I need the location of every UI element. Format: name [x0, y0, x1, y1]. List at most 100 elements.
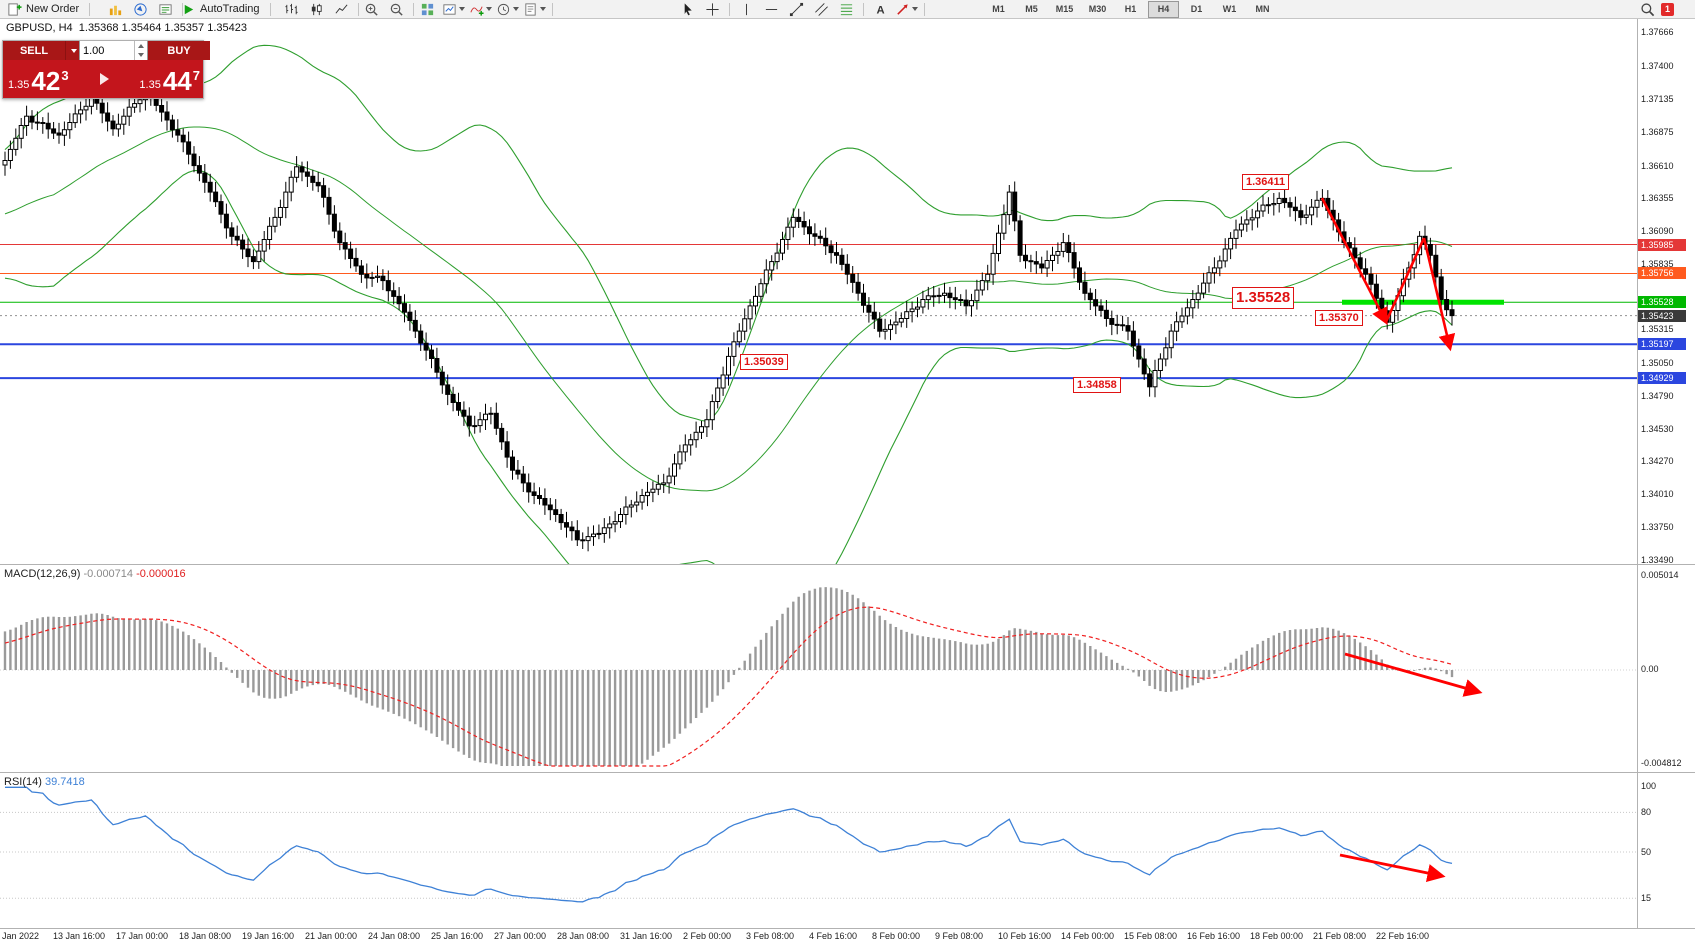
price-axis-label: 1.37400	[1641, 61, 1674, 71]
vertical-line-button[interactable]	[735, 0, 758, 18]
vertical-line-icon	[746, 3, 747, 15]
crosshair-button[interactable]	[701, 0, 724, 18]
terminal-button[interactable]	[154, 0, 177, 18]
periods-button[interactable]	[495, 0, 520, 18]
tile-windows-button[interactable]	[416, 0, 439, 18]
price-annotation: 1.34858	[1073, 377, 1121, 394]
line-chart-button[interactable]	[330, 0, 353, 18]
macd-main-value: -0.000714	[83, 568, 134, 580]
buy-price[interactable]: 1.35 44 7	[103, 60, 203, 98]
rsi-name: RSI(14)	[4, 776, 42, 788]
macd-scale-top: 0.005014	[1641, 570, 1679, 580]
rsi-scale-100: 100	[1641, 781, 1657, 791]
horizontal-line-button[interactable]	[760, 0, 783, 18]
navigator-button[interactable]	[129, 0, 152, 18]
search-button[interactable]	[1636, 0, 1659, 18]
timeframe-D1[interactable]: D1	[1190, 4, 1203, 14]
volume-up-button[interactable]	[135, 41, 147, 51]
price-axis-label: 1.34010	[1641, 489, 1674, 499]
zoom-out-button[interactable]	[385, 0, 408, 18]
buy-price-sup: 7	[192, 68, 200, 83]
sell-button[interactable]: SELL	[3, 41, 65, 60]
time-axis-label: 19 Jan 16:00	[242, 931, 295, 941]
cursor-button[interactable]	[676, 0, 699, 18]
panel-separator[interactable]	[0, 564, 1695, 565]
navigator-icon	[134, 2, 147, 16]
timeframe-H4[interactable]: H4	[1148, 0, 1179, 18]
toolbar-separator	[413, 2, 414, 16]
price-axis-label: 1.35050	[1641, 358, 1674, 368]
candlestick-chart-button[interactable]	[305, 0, 328, 18]
text-tool-button[interactable]: A	[869, 0, 892, 18]
toolbar: New Order AutoTrading	[0, 0, 1695, 19]
volume-input[interactable]	[80, 41, 134, 60]
indicators-button[interactable]	[468, 0, 493, 18]
new-order-button[interactable]: New Order	[2, 0, 84, 18]
timeframe-H1[interactable]: H1	[1124, 4, 1137, 14]
sell-options-button[interactable]	[65, 41, 79, 60]
toolbar-group-panels	[104, 0, 186, 18]
crosshair-icon	[706, 2, 719, 16]
timeframe-W1[interactable]: W1	[1222, 4, 1237, 14]
notification-badge[interactable]: 1	[1661, 2, 1674, 16]
market-watch-button[interactable]	[104, 0, 127, 18]
dropdown-caret-icon	[459, 7, 465, 11]
price-axis-label: 1.35315	[1641, 324, 1674, 334]
buy-button[interactable]: BUY	[148, 41, 210, 60]
rsi-panel-canvas[interactable]	[0, 773, 1637, 928]
time-axis-label: 24 Jan 08:00	[368, 931, 421, 941]
time-axis-label: 31 Jan 16:00	[620, 931, 673, 941]
templates-button[interactable]	[522, 0, 547, 18]
trendline-icon	[789, 2, 804, 16]
bar-chart-button[interactable]	[280, 0, 303, 18]
time-axis-label: 28 Jan 08:00	[557, 931, 610, 941]
toolbar-separator	[89, 2, 91, 16]
time-axis-label: 21 Feb 08:00	[1313, 931, 1367, 941]
autotrading-play-icon	[184, 4, 194, 14]
indicators-icon	[470, 6, 484, 16]
price-axis-label: 1.36875	[1641, 127, 1674, 137]
price-chart-canvas[interactable]	[0, 19, 1637, 564]
time-axis-label: 16 Feb 16:00	[1187, 931, 1241, 941]
sell-price[interactable]: 1.35 42 3	[3, 60, 103, 98]
price-annotation: 1.35039	[740, 354, 788, 371]
price-axis-label: 1.37135	[1641, 94, 1674, 104]
timeframe-MN[interactable]: MN	[1255, 4, 1270, 14]
rsi-scale-80: 80	[1641, 807, 1652, 817]
toolbar-group-drawing: A	[676, 0, 928, 18]
toolbar-group-chart-type	[280, 0, 362, 18]
arrows-tool-button[interactable]	[894, 0, 919, 18]
zoom-in-button[interactable]	[360, 0, 383, 18]
timeframe-M5[interactable]: M5	[1025, 4, 1038, 14]
sell-price-sup: 3	[61, 68, 69, 83]
panel-separator[interactable]	[0, 772, 1695, 773]
autotrading-button[interactable]: AutoTrading	[176, 0, 265, 18]
toolbar-group-order: New Order	[2, 0, 93, 18]
price-axis-badge: 1.35197	[1638, 338, 1686, 350]
fibonacci-button[interactable]	[835, 0, 858, 18]
new-chart-button[interactable]	[441, 0, 466, 18]
time-axis-label: 8 Feb 00:00	[872, 931, 921, 941]
timeframe-M15[interactable]: M15	[1055, 4, 1074, 14]
toolbar-separator	[729, 2, 730, 16]
price-axis-badge: 1.35528	[1638, 296, 1686, 308]
zoom-in-icon	[365, 3, 378, 16]
time-axis-label: 4 Feb 16:00	[809, 931, 858, 941]
toolbar-group-windows	[416, 0, 556, 18]
timeframe-M1[interactable]: M1	[992, 4, 1005, 14]
macd-panel-canvas[interactable]	[0, 565, 1637, 772]
new-order-label: New Order	[26, 3, 80, 15]
channel-icon	[815, 2, 828, 16]
dropdown-caret-icon	[540, 7, 546, 11]
tile-windows-icon	[421, 3, 434, 15]
line-chart-icon	[335, 4, 348, 14]
trendline-button[interactable]	[785, 0, 808, 18]
channel-button[interactable]	[810, 0, 833, 18]
volume-down-button[interactable]	[135, 51, 147, 61]
price-axis-label: 1.37666	[1641, 27, 1674, 37]
timeframe-M30[interactable]: M30	[1088, 4, 1107, 14]
price-annotation: 1.35370	[1315, 310, 1363, 327]
market-watch-icon	[109, 5, 122, 15]
price-axis-label: 1.34790	[1641, 391, 1674, 401]
